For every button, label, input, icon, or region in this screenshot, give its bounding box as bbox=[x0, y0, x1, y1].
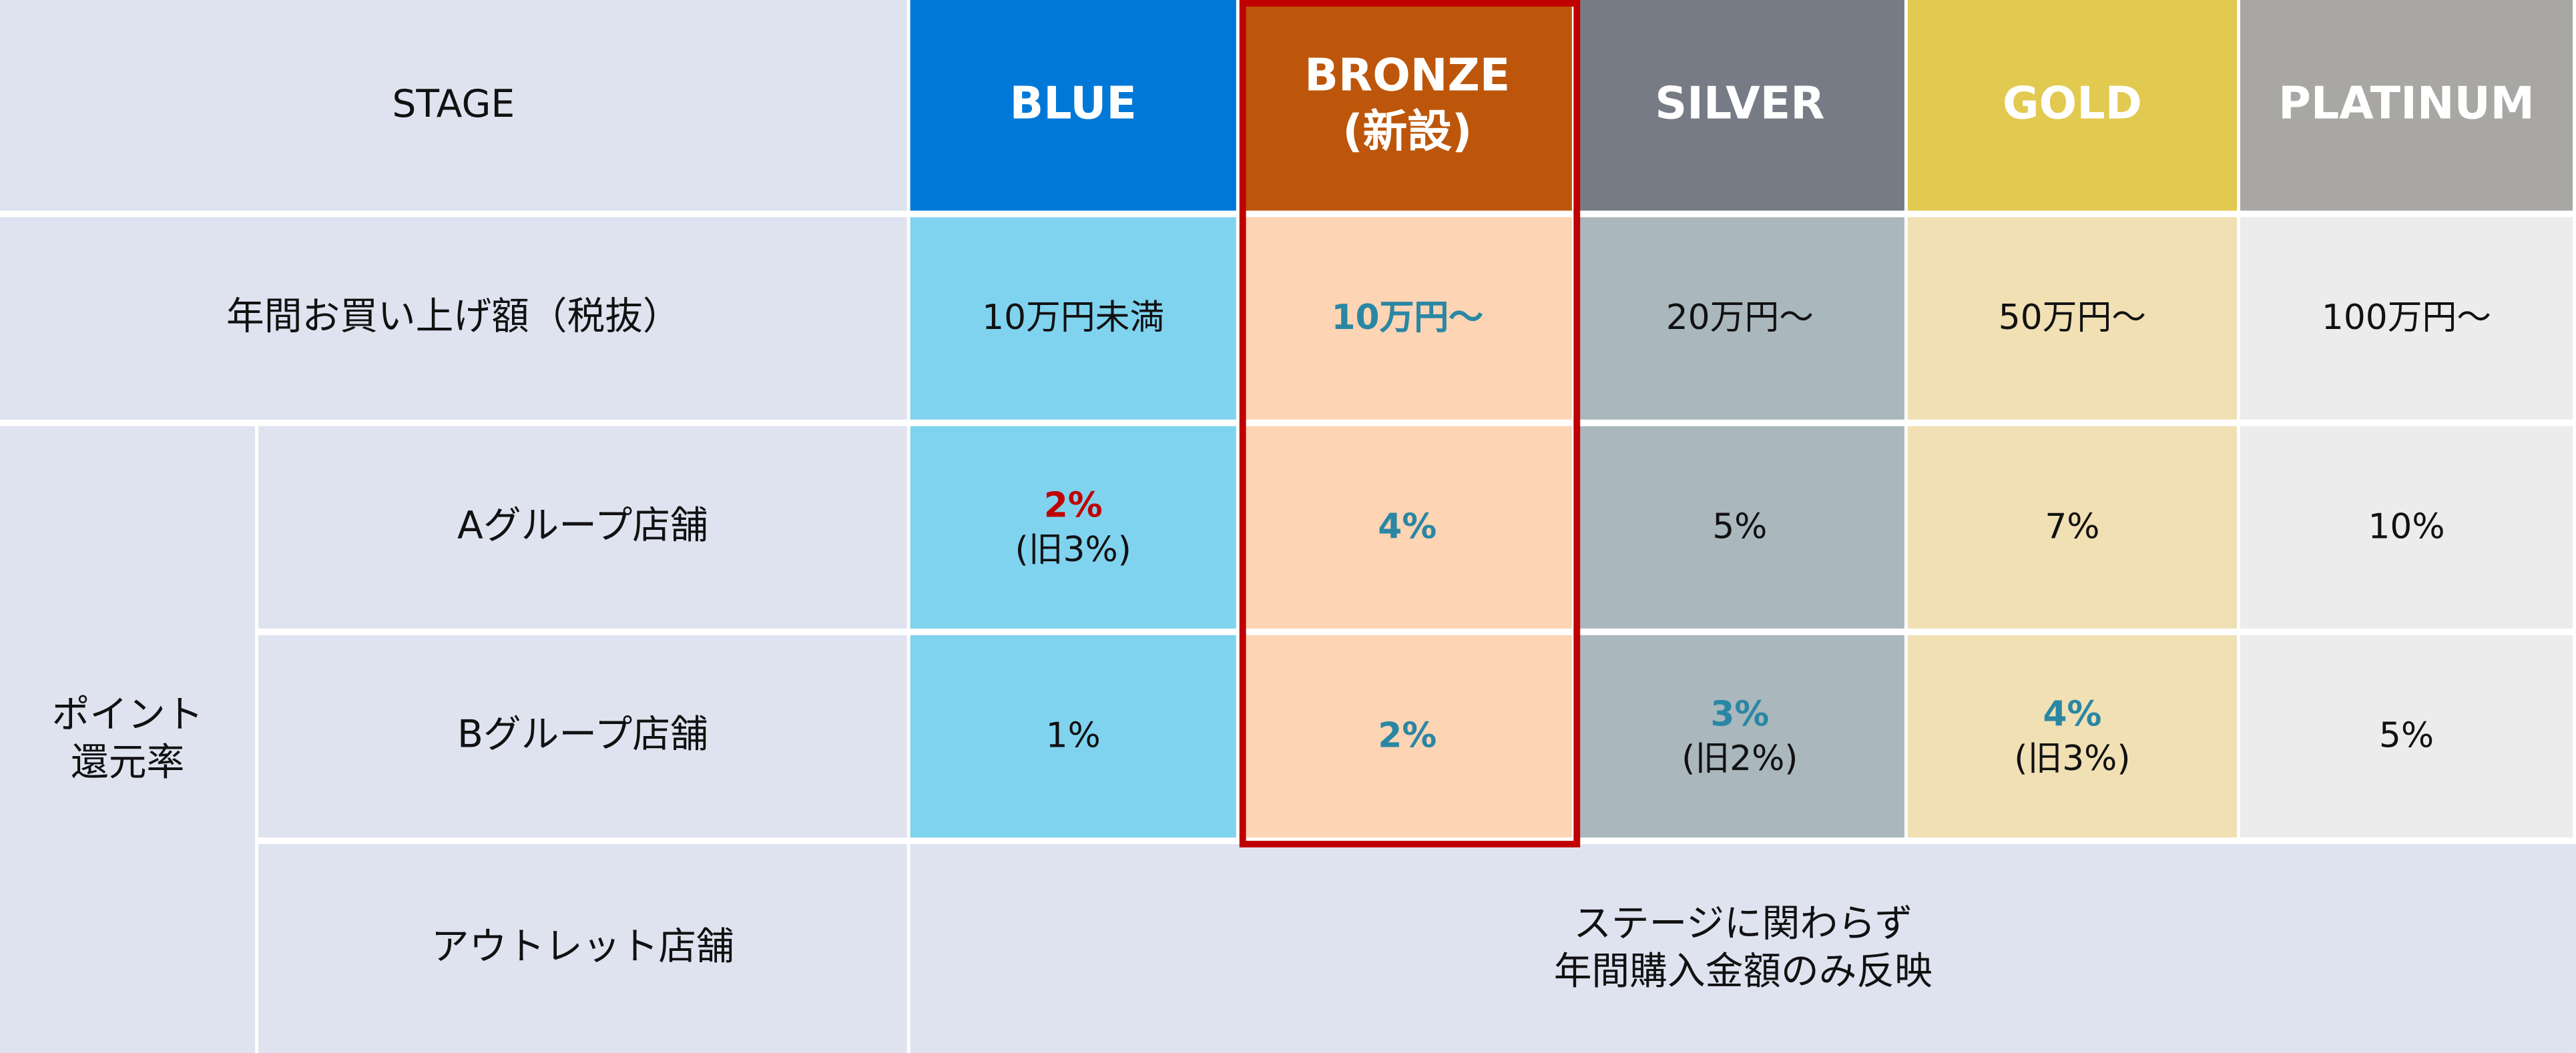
old-rate: (旧3%) bbox=[1015, 529, 1131, 569]
outlet-line: 年間購入金額のみ反映 bbox=[1553, 950, 1933, 994]
stage-header: BLUE bbox=[910, 0, 1236, 211]
stage-note: (新設) bbox=[1342, 107, 1473, 158]
stage-name: GOLD bbox=[2002, 79, 2142, 131]
annual-label-cell: 年間お買い上げ額（税抜） bbox=[0, 217, 907, 420]
stage-name: SILVER bbox=[1655, 79, 1825, 131]
cell-text: 10万円未満 bbox=[982, 298, 1165, 338]
old-rate: (旧2%) bbox=[1682, 737, 1798, 778]
cell-text: 20万円〜 bbox=[1665, 298, 1814, 338]
stage-header: SILVER bbox=[1575, 0, 1904, 211]
outlet-line: ステージに関わらず bbox=[1573, 903, 1913, 946]
annual-cell: 10万円〜 bbox=[1242, 217, 1572, 420]
points-group-label: ポイント 還元率 bbox=[0, 426, 256, 1053]
rate: 3% bbox=[1710, 695, 1770, 735]
group-label-line: 還元率 bbox=[71, 741, 185, 784]
cell-text: アウトレット店舗 bbox=[431, 926, 734, 970]
annual-cell: 10万円未満 bbox=[910, 217, 1236, 420]
cell-text: 10万円〜 bbox=[1331, 298, 1483, 338]
rate: 5% bbox=[1712, 507, 1768, 547]
rate: 5% bbox=[2378, 716, 2434, 756]
cell-text: STAGE bbox=[392, 83, 515, 126]
rate-cell: 2% bbox=[1242, 635, 1572, 838]
rate: 7% bbox=[2045, 507, 2100, 547]
row-label-cell: Bグループ店舗 bbox=[258, 635, 907, 838]
rate-cell: 2% (旧3%) bbox=[910, 426, 1236, 629]
stage-header: GOLD bbox=[1907, 0, 2238, 211]
row-label-cell: アウトレット店舗 bbox=[258, 843, 907, 1053]
group-label-line: ポイント bbox=[51, 693, 204, 737]
annual-cell: 50万円〜 bbox=[1907, 217, 2238, 420]
rate-cell: 1% bbox=[910, 635, 1236, 838]
cell-text: Aグループ店舗 bbox=[457, 505, 708, 549]
rate-cell: 10% bbox=[2240, 426, 2573, 629]
stage-name: PLATINUM bbox=[2278, 79, 2535, 131]
rate: 10% bbox=[2368, 507, 2445, 547]
rate: 2% bbox=[1043, 486, 1103, 526]
bronze-highlight bbox=[1239, 0, 1581, 847]
stage-label-cell: STAGE bbox=[0, 0, 907, 211]
stage-header: BRONZE (新設) bbox=[1242, 0, 1572, 211]
rate: 4% bbox=[1378, 507, 1437, 547]
annual-cell: 20万円〜 bbox=[1575, 217, 1904, 420]
rate: 1% bbox=[1045, 716, 1101, 756]
stage-header: PLATINUM bbox=[2240, 0, 2573, 211]
annual-cell: 100万円〜 bbox=[2240, 217, 2573, 420]
stage-name: BLUE bbox=[1009, 79, 1137, 131]
rate-cell: 5% bbox=[2240, 635, 2573, 838]
cell-text: 50万円〜 bbox=[1998, 298, 2147, 338]
cell-text: Bグループ店舗 bbox=[457, 714, 708, 757]
rate: 2% bbox=[1378, 716, 1437, 756]
outlet-note: ステージに関わらず 年間購入金額のみ反映 bbox=[910, 843, 2576, 1053]
rate-cell: 3% (旧2%) bbox=[1575, 635, 1904, 838]
stage-name: BRONZE bbox=[1304, 51, 1511, 103]
row-label-cell: Aグループ店舗 bbox=[258, 426, 907, 629]
rate-cell: 4% bbox=[1242, 426, 1572, 629]
rate: 4% bbox=[2043, 695, 2102, 735]
old-rate: (旧3%) bbox=[2014, 737, 2131, 778]
cell-text: 年間お買い上げ額（税抜） bbox=[226, 296, 681, 340]
rate-cell: 4% (旧3%) bbox=[1907, 635, 2238, 838]
rate-cell: 7% bbox=[1907, 426, 2238, 629]
rate-cell: 5% bbox=[1575, 426, 1904, 629]
cell-text: 100万円〜 bbox=[2321, 298, 2492, 338]
